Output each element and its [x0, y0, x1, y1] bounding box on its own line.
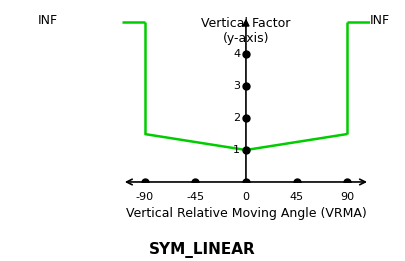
Text: 0: 0: [243, 192, 249, 202]
Text: 3: 3: [233, 81, 240, 91]
Text: -90: -90: [136, 192, 153, 202]
Text: 90: 90: [340, 192, 354, 202]
Text: Vertical Factor
(y-axis): Vertical Factor (y-axis): [201, 17, 291, 45]
Text: 45: 45: [290, 192, 304, 202]
Text: 1: 1: [233, 145, 240, 155]
Text: -45: -45: [186, 192, 204, 202]
Text: 2: 2: [233, 113, 240, 123]
Text: SYM_LINEAR: SYM_LINEAR: [149, 242, 256, 258]
Text: 4: 4: [233, 49, 240, 59]
Text: INF: INF: [370, 14, 390, 27]
Text: INF: INF: [38, 14, 58, 27]
Text: Vertical Relative Moving Angle (VRMA): Vertical Relative Moving Angle (VRMA): [126, 207, 366, 220]
